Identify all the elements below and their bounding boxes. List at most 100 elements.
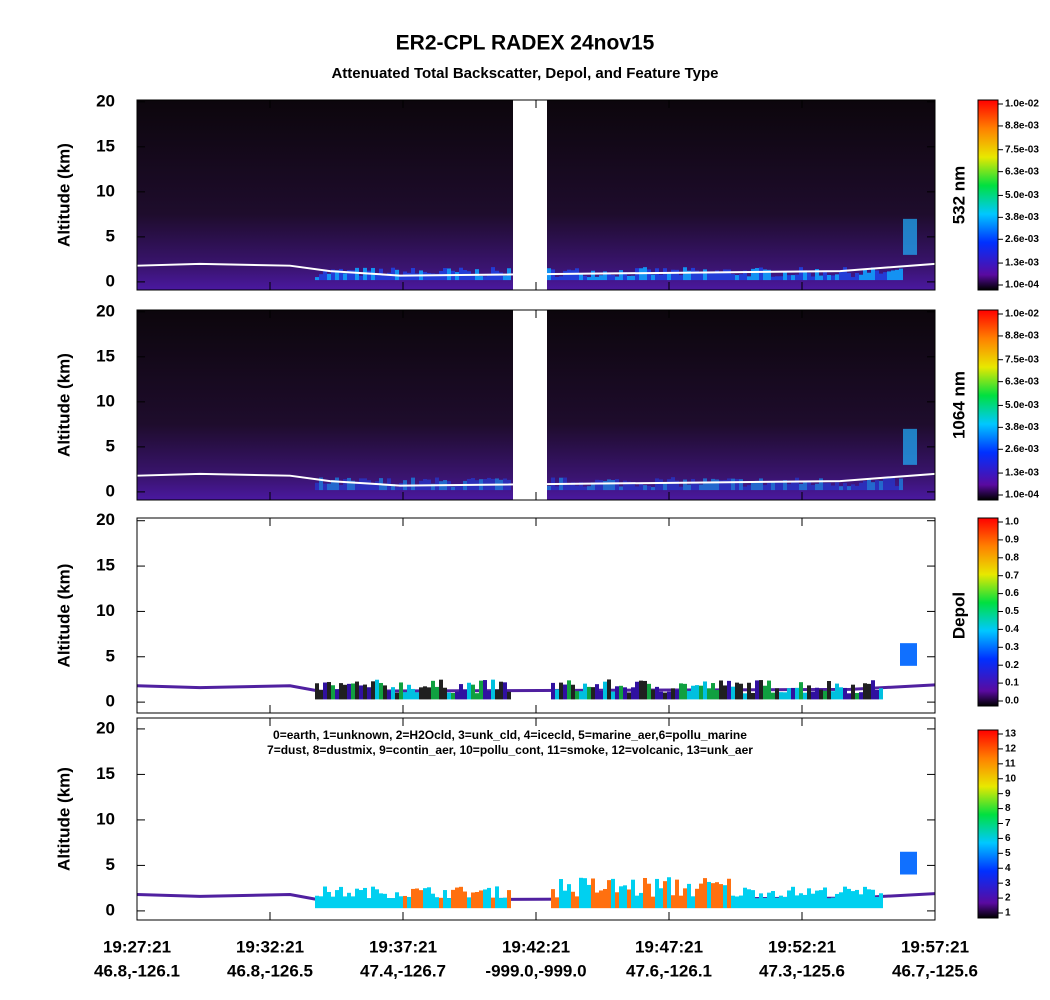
- feature-column: [399, 896, 403, 909]
- backscatter-band: [875, 270, 879, 281]
- backscatter-band: [871, 482, 875, 491]
- feature-column: [383, 893, 387, 909]
- feature-column: [715, 690, 719, 700]
- feature-column: [859, 692, 863, 700]
- backscatter-band: [799, 483, 803, 491]
- backscatter-band: [787, 484, 791, 491]
- feature-column: [611, 878, 615, 909]
- feature-column: [439, 897, 443, 909]
- feature-column: [751, 890, 755, 909]
- cloud-feature: [900, 851, 917, 875]
- feature-column: [803, 692, 807, 700]
- feature-column: [871, 680, 875, 700]
- x-tick-sublabel: 46.7,-125.6: [892, 961, 978, 980]
- backscatter-band: [631, 482, 635, 491]
- side-label: Depol: [949, 592, 968, 639]
- backscatter-band: [803, 481, 807, 491]
- feature-column: [623, 885, 627, 909]
- colorbar-tick-label: 2.6e-03: [1005, 234, 1039, 245]
- backscatter-band: [707, 482, 711, 491]
- feature-column: [715, 882, 719, 909]
- feature-column: [423, 888, 427, 909]
- y-tick-label: 20: [96, 510, 115, 529]
- backscatter-band: [347, 477, 351, 491]
- y-tick-label: 10: [96, 601, 115, 620]
- colorbar-tick-label: 4: [1005, 863, 1011, 874]
- x-tick-sublabel: -999.0,-999.0: [485, 961, 586, 980]
- feature-column: [851, 684, 855, 700]
- feature-column: [627, 889, 631, 909]
- backscatter-band: [367, 480, 371, 491]
- colorbar-tick-label: 7: [1005, 818, 1011, 829]
- backscatter-band: [743, 270, 747, 281]
- backscatter-band: [327, 273, 331, 281]
- feature-column: [419, 687, 423, 700]
- backscatter-band: [895, 486, 899, 491]
- backscatter-band: [827, 274, 831, 281]
- feature-column: [631, 879, 635, 909]
- backscatter-band: [571, 482, 575, 491]
- y-axis-label: Altitude (km): [54, 143, 73, 247]
- feature-column: [603, 681, 607, 700]
- backscatter-band: [763, 269, 767, 281]
- feature-column: [691, 685, 695, 700]
- feature-column: [743, 887, 747, 909]
- backscatter-band: [455, 484, 459, 491]
- backscatter-band: [587, 486, 591, 491]
- backscatter-band: [719, 480, 723, 491]
- feature-column: [771, 891, 775, 909]
- backscatter-band: [699, 272, 703, 281]
- feature-column: [583, 878, 587, 909]
- y-tick-label: 5: [106, 436, 115, 455]
- feature-column: [431, 893, 435, 909]
- backscatter-band: [791, 275, 795, 281]
- backscatter-band: [823, 483, 827, 491]
- backscatter-band: [383, 483, 387, 491]
- backscatter-band: [819, 478, 823, 491]
- backscatter-band: [763, 485, 767, 491]
- backscatter-band: [775, 276, 779, 281]
- feature-column: [727, 680, 731, 700]
- backscatter-band: [739, 274, 743, 281]
- backscatter-band: [359, 478, 363, 491]
- feature-column: [659, 691, 663, 700]
- feature-column: [367, 898, 371, 909]
- feature-column: [831, 897, 835, 909]
- feature-column: [735, 682, 739, 700]
- backscatter-band: [499, 272, 503, 281]
- colorbar-tick-label: 0.7: [1005, 570, 1019, 581]
- feature-column: [387, 690, 391, 700]
- backscatter-band: [455, 272, 459, 281]
- feature-column: [867, 683, 871, 700]
- backscatter-band: [779, 482, 783, 491]
- feature-column: [467, 897, 471, 909]
- colorbar-tick-label: 7.5e-03: [1005, 354, 1039, 365]
- backscatter-band: [607, 274, 611, 281]
- feature-column: [455, 691, 459, 700]
- backscatter-band: [811, 276, 815, 281]
- backscatter-band: [615, 276, 619, 281]
- feature-column: [791, 886, 795, 909]
- backscatter-band: [691, 267, 695, 281]
- feature-column: [639, 680, 643, 700]
- backscatter-band: [843, 267, 847, 281]
- backscatter-band: [715, 270, 719, 281]
- feature-column: [319, 896, 323, 909]
- backscatter-band: [863, 269, 867, 281]
- feature-column: [415, 692, 419, 700]
- backscatter-band: [319, 274, 323, 281]
- feature-column: [487, 887, 491, 909]
- colorbar-tick-label: 8: [1005, 803, 1011, 814]
- backscatter-band: [555, 486, 559, 491]
- feature-column: [451, 889, 455, 909]
- y-tick-label: 10: [96, 809, 115, 828]
- backscatter-band: [835, 482, 839, 491]
- colorbar: [977, 729, 999, 919]
- backscatter-band: [851, 484, 855, 491]
- feature-column: [555, 689, 559, 700]
- feature-column: [827, 898, 831, 909]
- feature-column: [711, 683, 715, 700]
- feature-column: [707, 688, 711, 700]
- colorbar-tick-label: 0.3: [1005, 642, 1019, 653]
- backscatter-band: [855, 485, 859, 491]
